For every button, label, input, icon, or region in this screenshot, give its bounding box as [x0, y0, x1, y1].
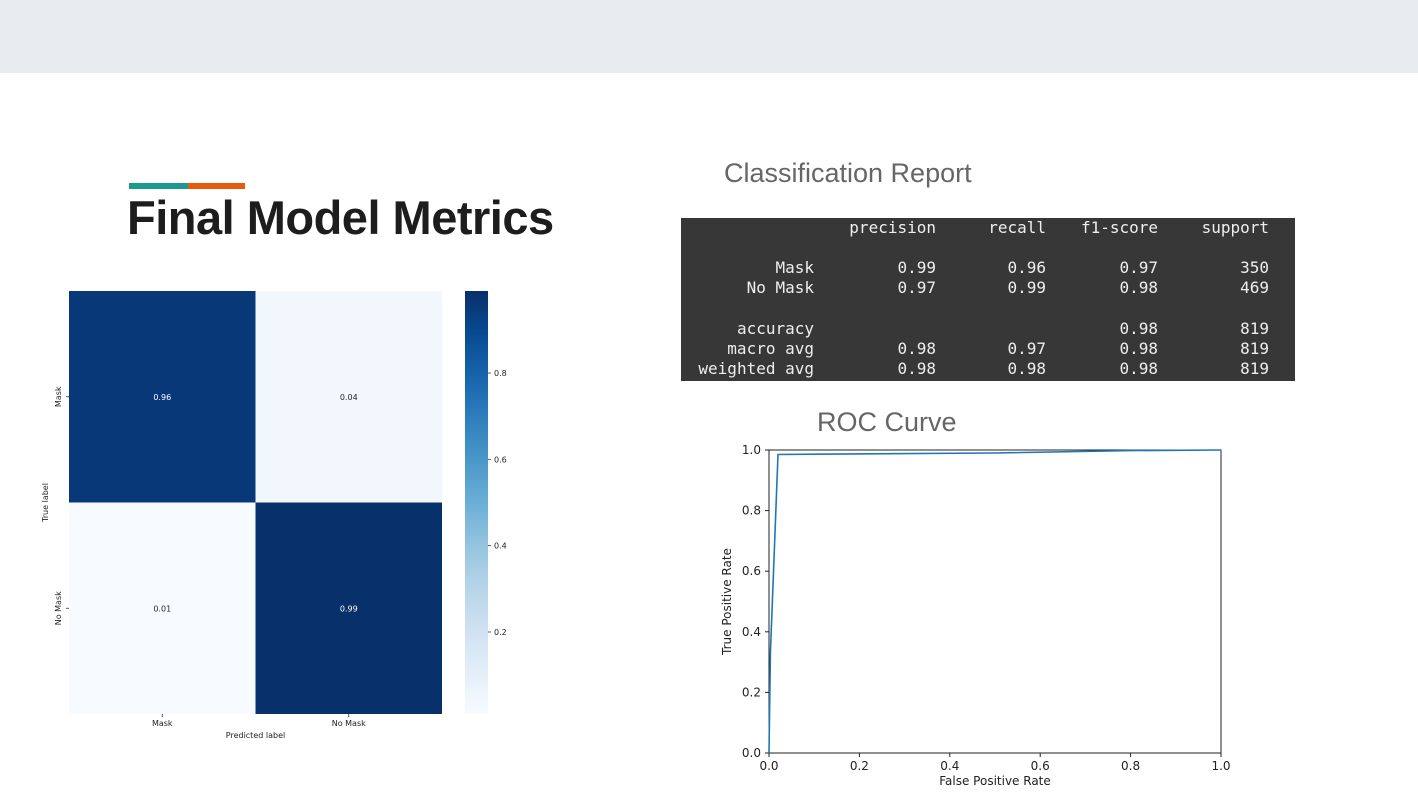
report-cell: 0.98: [1007, 359, 1046, 378]
roc-y-tick-label: 0.4: [742, 625, 761, 639]
roc-y-tick-label: 0.6: [742, 564, 761, 578]
roc-x-tick-label: 0.8: [1121, 759, 1140, 773]
classification-report-table: precision recall f1-score support Mask 0.99 0.…: [681, 218, 1295, 381]
roc-y-axis-label: True Positive Rate: [720, 548, 734, 656]
report-cell: 0.98: [897, 339, 936, 358]
report-cell: 0.96: [1007, 258, 1046, 277]
heatmap-cell: [255, 502, 442, 714]
heatmap-x-axis-label: Predicted label: [226, 731, 285, 740]
heatmap-cell-annotation: 0.99: [340, 604, 358, 613]
roc-curve-title: ROC Curve: [817, 407, 957, 437]
classification-report-title: Classification Report: [724, 158, 972, 188]
roc-y-tick-label: 0.2: [742, 685, 761, 699]
report-cell: 0.99: [897, 258, 936, 277]
report-cell: 819: [1240, 319, 1269, 338]
roc-x-axis-label: False Positive Rate: [939, 774, 1051, 788]
colorbar-tick-label: 0.2: [494, 628, 507, 637]
report-cell: 469: [1240, 278, 1269, 297]
roc-y-tick-label: 1.0: [742, 443, 761, 457]
heatmap-x-tick-label: No Mask: [332, 719, 366, 728]
heatmap-cell-annotation: 0.96: [153, 393, 171, 402]
report-header-recall: recall: [988, 218, 1046, 237]
report-row-label: weighted avg: [698, 359, 814, 378]
report-cell: 0.99: [1007, 278, 1046, 297]
roc-x-tick-label: 0.4: [940, 759, 959, 773]
roc-x-tick-label: 0.0: [759, 759, 778, 773]
roc-x-tick-label: 1.0: [1211, 759, 1230, 773]
report-cell: 0.98: [1119, 319, 1158, 338]
roc-x-tick-label: 0.2: [850, 759, 869, 773]
colorbar-tick-label: 0.6: [494, 455, 507, 464]
roc-y-tick-label: 0.8: [742, 504, 761, 518]
report-cell: 0.98: [1119, 359, 1158, 378]
title-accent-orange: [188, 183, 245, 189]
confusion-matrix-heatmap: 0.96 0.04 0.01 0.99 Mask No Mask Predicted lab…: [41, 291, 507, 740]
title-accent-teal: [129, 183, 188, 189]
report-row-label: Mask: [775, 258, 814, 277]
report-row-label: macro avg: [727, 339, 814, 358]
roc-curve-chart: 0.0 0.2 0.4 0.6 0.8 1.0 0.0 0.2 0.4 0.6 0.8 1.0 Fals…: [720, 443, 1231, 788]
roc-y-tick-label: 0.0: [742, 746, 761, 760]
report-cell: 350: [1240, 258, 1269, 277]
report-cell: 0.98: [1119, 278, 1158, 297]
heatmap-cell-annotation: 0.01: [153, 604, 171, 613]
roc-curve-line: [768, 449, 1222, 754]
report-cell: 0.97: [1119, 258, 1158, 277]
slide-title: Final Model Metrics: [127, 191, 554, 244]
colorbar: [465, 291, 488, 714]
report-cell: 0.97: [897, 278, 936, 297]
heatmap-y-axis-label: True label: [41, 483, 50, 523]
report-cell: 0.98: [1119, 339, 1158, 358]
heatmap-cell: [255, 291, 442, 503]
report-header-precision: precision: [849, 218, 936, 237]
report-header-f1-score: f1-score: [1081, 218, 1158, 237]
roc-plot-frame: [768, 449, 1222, 754]
report-cell: 819: [1240, 359, 1269, 378]
heatmap-cell: [69, 502, 256, 714]
heatmap-y-tick-label: No Mask: [54, 591, 63, 625]
report-row-label: accuracy: [737, 319, 814, 338]
colorbar-tick-label: 0.8: [494, 369, 507, 378]
heatmap-cell-annotation: 0.04: [340, 393, 358, 402]
heatmap-x-tick-label: Mask: [152, 719, 173, 728]
report-row-label: No Mask: [747, 278, 815, 297]
heatmap-y-tick-label: Mask: [54, 386, 63, 407]
report-cell: 0.98: [897, 359, 936, 378]
top-band: [0, 0, 1418, 73]
colorbar-tick-label: 0.4: [494, 542, 507, 551]
roc-x-tick-label: 0.6: [1031, 759, 1050, 773]
report-cell: 819: [1240, 339, 1269, 358]
report-header-support: support: [1202, 218, 1269, 237]
heatmap-cell: [69, 291, 256, 503]
report-cell: 0.97: [1007, 339, 1046, 358]
